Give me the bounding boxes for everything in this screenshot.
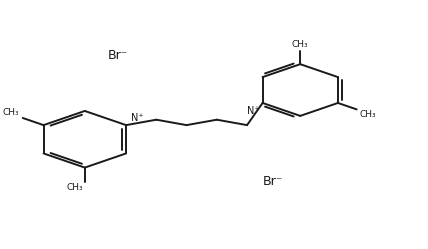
- Text: CH₃: CH₃: [66, 183, 83, 192]
- Text: CH₃: CH₃: [292, 40, 309, 49]
- Text: Br⁻: Br⁻: [108, 49, 128, 62]
- Text: N⁺: N⁺: [131, 113, 144, 124]
- Text: CH₃: CH₃: [3, 108, 19, 117]
- Text: N⁺: N⁺: [247, 106, 259, 116]
- Text: CH₃: CH₃: [359, 110, 376, 119]
- Text: Br⁻: Br⁻: [263, 175, 283, 188]
